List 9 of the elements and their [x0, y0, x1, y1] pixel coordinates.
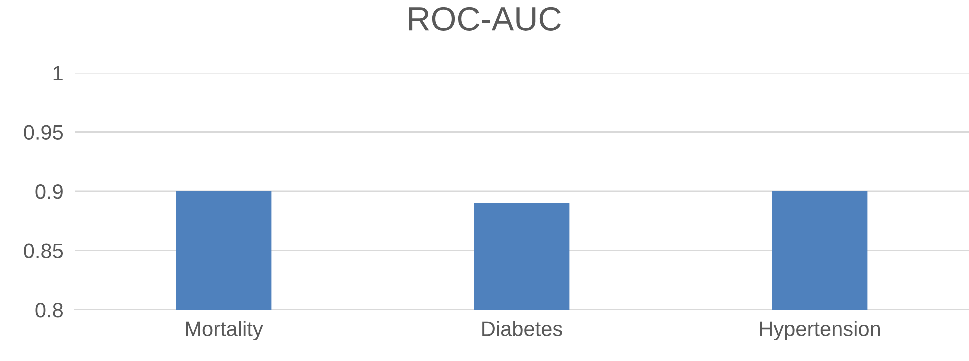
- x-tick-label: Mortality: [186, 321, 264, 341]
- y-tick-label: 0.85: [24, 244, 64, 259]
- y-tick-label: 1: [54, 66, 63, 81]
- y-tick-label: 0.9: [36, 184, 63, 200]
- x-tick-label: Diabetes: [482, 321, 562, 336]
- chart-title: ROC-AUC: [409, 7, 562, 31]
- x-tick-label: Hypertension: [760, 321, 880, 341]
- y-tick-label: 0.95: [24, 125, 64, 140]
- y-tick-label: 0.8: [36, 303, 63, 318]
